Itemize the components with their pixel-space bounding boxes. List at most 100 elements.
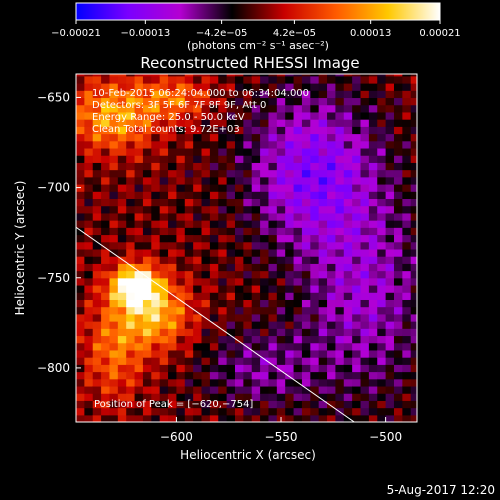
heatmap-cell: [301, 342, 311, 351]
heatmap-cell: [310, 205, 320, 214]
heatmap-cell: [159, 162, 169, 171]
heatmap-cell: [218, 198, 228, 207]
heatmap-cell: [176, 169, 186, 178]
heatmap-cell: [318, 357, 328, 365]
heatmap-cell: [92, 155, 102, 163]
heatmap-cell: [234, 97, 244, 106]
heatmap-cell: [360, 162, 370, 171]
heatmap-cell: [168, 183, 178, 192]
heatmap-cell: [318, 270, 328, 279]
heatmap-cell: [318, 335, 328, 344]
heatmap-cell: [377, 277, 387, 286]
heatmap-cell: [318, 220, 328, 228]
heatmap-cell: [201, 155, 211, 163]
heatmap-cell: [268, 97, 278, 106]
heatmap-cell: [134, 256, 144, 264]
heatmap-cell: [268, 263, 278, 272]
heatmap-cell: [92, 83, 102, 91]
heatmap-cell: [84, 248, 94, 257]
heatmap-cell: [393, 133, 403, 142]
heatmap-cell: [393, 364, 403, 373]
heatmap-cell: [184, 328, 194, 337]
heatmap-cell: [335, 371, 345, 380]
heatmap-cell: [84, 321, 94, 329]
heatmap-cell: [343, 364, 353, 373]
heatmap-cell: [134, 140, 144, 149]
heatmap-cell: [209, 270, 219, 279]
heatmap-cell: [335, 306, 345, 315]
heatmap-cell: [76, 126, 85, 135]
heatmap-cell: [385, 155, 395, 163]
heatmap-cell: [218, 299, 228, 308]
heatmap-cell: [285, 248, 295, 257]
heatmap-cell: [260, 407, 270, 416]
heatmap-cell: [368, 140, 378, 149]
heatmap-cell: [276, 147, 286, 156]
heatmap-cell: [168, 147, 178, 156]
heatmap-cell: [134, 263, 144, 272]
heatmap-cell: [184, 284, 194, 293]
heatmap-cell: [327, 104, 337, 113]
heatmap-cell: [126, 407, 136, 416]
heatmap-cell: [352, 306, 362, 315]
heatmap-cell: [151, 357, 161, 365]
heatmap-cell: [151, 74, 161, 77]
heatmap-cell: [385, 256, 395, 264]
heatmap-cell: [276, 342, 286, 351]
heatmap-cell: [385, 212, 395, 221]
heatmap-cell: [276, 263, 286, 272]
heatmap-cell: [159, 111, 169, 120]
heatmap-cell: [226, 191, 236, 200]
heatmap-cell: [301, 140, 311, 149]
heatmap-cell: [176, 126, 186, 135]
heatmap-cell: [168, 321, 178, 329]
heatmap-cell: [360, 169, 370, 178]
heatmap-cell: [368, 393, 378, 401]
heatmap-cell: [293, 104, 303, 113]
heatmap-cell: [201, 364, 211, 373]
heatmap-cell: [377, 270, 387, 279]
heatmap-cell: [101, 248, 111, 257]
heatmap-cell: [393, 147, 403, 156]
heatmap-cell: [184, 97, 194, 106]
heatmap-cell: [193, 270, 203, 279]
heatmap-cell: [234, 364, 244, 373]
heatmap-cell: [184, 75, 194, 84]
heatmap-cell: [201, 328, 211, 337]
heatmap-cell: [109, 407, 119, 416]
heatmap-cell: [260, 212, 270, 221]
heatmap-cell: [76, 393, 85, 401]
heatmap-cell: [243, 342, 253, 351]
heatmap-cell: [335, 364, 345, 373]
heatmap-cell: [159, 169, 169, 178]
heatmap-cell: [193, 74, 203, 77]
heatmap-cell: [360, 400, 370, 409]
heatmap-cell: [193, 234, 203, 243]
heatmap-cell: [109, 147, 119, 156]
heatmap-cell: [76, 241, 85, 250]
y-tick-label: −650: [37, 90, 70, 104]
heatmap-cell: [92, 407, 102, 416]
y-tick-label: −700: [37, 181, 70, 195]
heatmap-cell: [142, 191, 152, 200]
heatmap-cell: [293, 263, 303, 272]
heatmap-cell: [335, 299, 345, 308]
heatmap-cell: [176, 263, 186, 272]
heatmap-cell: [293, 119, 303, 127]
heatmap-cell: [226, 299, 236, 308]
heatmap-cell: [318, 183, 328, 192]
heatmap-cell: [343, 198, 353, 207]
heatmap-cell: [360, 83, 370, 91]
heatmap-cell: [327, 400, 337, 409]
heatmap-cell: [335, 248, 345, 257]
heatmap-cell: [176, 342, 186, 351]
heatmap-cell: [343, 270, 353, 279]
heatmap-cell: [209, 119, 219, 127]
heatmap-cell: [352, 162, 362, 171]
heatmap-cell: [168, 241, 178, 250]
heatmap-cell: [402, 256, 412, 264]
heatmap-cell: [402, 74, 412, 77]
heatmap-cell: [209, 234, 219, 243]
heatmap-cell: [151, 147, 161, 156]
heatmap-cell: [109, 119, 119, 127]
